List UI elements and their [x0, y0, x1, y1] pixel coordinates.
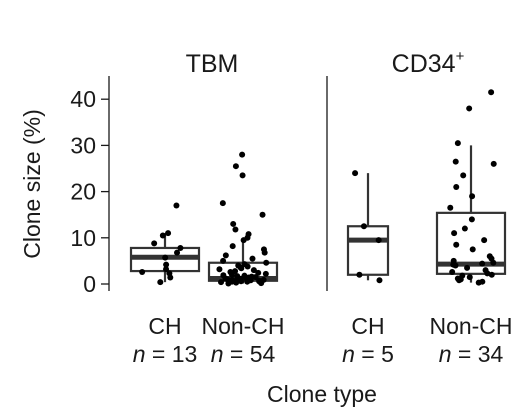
data-point: [352, 170, 359, 177]
data-point: [456, 277, 463, 284]
data-point: [173, 202, 180, 209]
data-point: [239, 151, 246, 158]
data-point: [452, 262, 459, 269]
data-point: [225, 280, 232, 287]
data-point: [222, 252, 229, 259]
data-point: [259, 211, 266, 218]
data-point: [360, 223, 367, 230]
category-label: Non-CH: [201, 313, 284, 339]
data-point: [249, 255, 256, 262]
data-point: [220, 257, 227, 264]
category-label: CH: [148, 313, 181, 339]
data-point: [244, 278, 251, 285]
data-point: [238, 278, 245, 285]
n-symbol: n: [133, 341, 146, 367]
data-point: [453, 183, 460, 190]
data-point: [165, 230, 172, 237]
data-point: [240, 237, 247, 244]
data-point: [250, 267, 257, 274]
data-point: [468, 216, 475, 223]
data-point: [216, 266, 223, 273]
data-point: [244, 263, 251, 270]
data-point: [239, 172, 246, 179]
data-point: [229, 243, 236, 250]
panel-title-superscript: +: [456, 48, 465, 65]
y-tick-label: 20: [70, 179, 96, 205]
y-tick-label: 30: [70, 132, 96, 158]
data-point: [177, 244, 184, 251]
data-point: [238, 265, 245, 272]
data-point: [490, 160, 497, 167]
data-point: [232, 226, 239, 233]
data-point: [464, 264, 471, 271]
data-point: [174, 249, 181, 256]
data-point: [452, 158, 459, 165]
data-point: [479, 260, 486, 267]
data-point: [159, 232, 166, 239]
n-value: = 5: [355, 341, 394, 367]
panel-title: CD34+: [392, 48, 465, 78]
data-point: [162, 254, 169, 261]
data-point: [447, 204, 454, 211]
n-value: = 34: [452, 341, 504, 367]
n-value: = 54: [224, 341, 276, 367]
n-symbol: n: [342, 341, 355, 367]
data-point: [232, 163, 239, 170]
n-label: n = 13: [133, 341, 198, 367]
data-point: [157, 279, 164, 286]
n-symbol: n: [439, 341, 452, 367]
data-point: [466, 105, 473, 112]
data-point: [481, 237, 488, 244]
data-point: [167, 274, 174, 281]
data-point: [469, 193, 476, 200]
data-point: [258, 280, 265, 287]
n-label: n = 54: [211, 341, 276, 367]
data-point: [252, 274, 259, 281]
data-point: [262, 270, 269, 277]
data-point: [376, 277, 383, 284]
panel-title: TBM: [186, 50, 239, 78]
data-point: [469, 246, 476, 253]
data-point: [139, 268, 146, 275]
data-point: [488, 271, 495, 278]
data-point: [375, 237, 382, 244]
data-point: [219, 200, 226, 207]
data-point: [460, 172, 467, 179]
data-point: [454, 140, 461, 147]
y-tick-label: 40: [70, 86, 96, 112]
n-symbol: n: [211, 341, 224, 367]
data-point: [488, 89, 495, 96]
data-point: [230, 220, 237, 227]
data-point: [475, 279, 482, 286]
data-point: [263, 259, 270, 266]
data-point: [218, 279, 225, 286]
y-tick-label: 10: [70, 225, 96, 251]
data-point: [453, 241, 460, 248]
data-point: [233, 279, 240, 286]
box-iqr: [435, 211, 507, 275]
data-point: [261, 249, 268, 256]
data-point: [228, 271, 235, 278]
data-point: [461, 225, 468, 232]
data-point: [490, 259, 497, 266]
category-label: CH: [351, 313, 384, 339]
box-iqr: [346, 225, 390, 276]
n-label: n = 5: [342, 341, 394, 367]
category-label: Non-CH: [429, 313, 512, 339]
data-point: [451, 230, 458, 237]
data-point: [449, 268, 456, 275]
data-point: [163, 261, 170, 268]
data-point: [356, 271, 363, 278]
data-point: [466, 274, 473, 281]
n-label: n = 34: [439, 341, 504, 367]
data-point: [151, 240, 158, 247]
x-axis-title: Clone type: [267, 381, 377, 407]
data-point: [163, 266, 170, 273]
y-axis-title: Clone size (%): [19, 109, 45, 259]
n-value: = 13: [146, 341, 198, 367]
y-tick-label: 0: [83, 271, 96, 297]
